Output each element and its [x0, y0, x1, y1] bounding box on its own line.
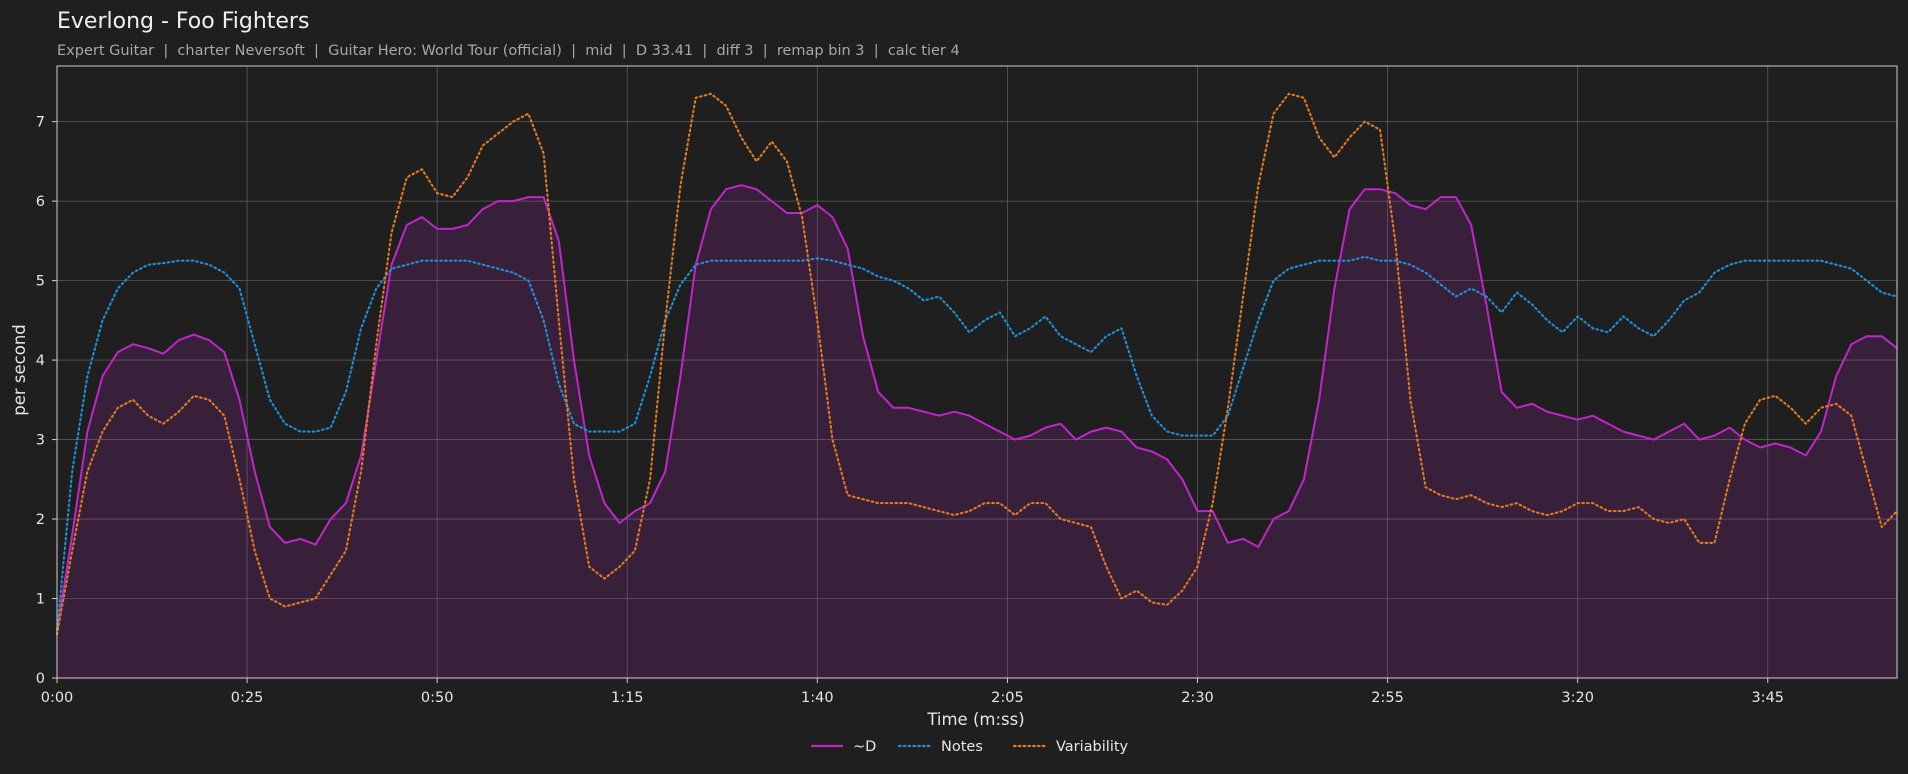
x-tick-label: 3:20 — [1561, 690, 1594, 706]
y-tick-label: 6 — [36, 194, 45, 210]
legend: ~D Notes Variability — [811, 739, 1129, 755]
y-tick-label: 4 — [36, 353, 45, 369]
legend-item-notes: Notes — [897, 739, 983, 755]
plot-frame — [56, 65, 1898, 679]
line-variability — [55, 92, 1899, 636]
y-tick-label: 7 — [36, 115, 45, 131]
x-axis: 0:00 0:25 0:50 1:15 1:40 2:05 2:30 2:55 3:20 3:45 — [41, 678, 1784, 706]
legend-item-variability: Variability — [1012, 739, 1129, 755]
y-axis-label: per second — [10, 324, 29, 416]
y-tick-label: 2 — [36, 512, 45, 528]
x-tick-label: 0:50 — [421, 690, 454, 706]
series-lines — [55, 92, 1899, 636]
legend-label: ~D — [853, 739, 876, 755]
x-tick-label: 3:45 — [1751, 690, 1784, 706]
line-d — [56, 184, 1898, 631]
x-tick-label: 2:05 — [991, 690, 1024, 706]
legend-item-d: ~D — [811, 739, 876, 755]
chart-subtitle: Expert Guitar | charter Neversoft | Guit… — [57, 43, 960, 59]
y-tick-label: 0 — [36, 671, 45, 687]
x-tick-label: 1:15 — [611, 690, 644, 706]
y-axis: 0 1 2 3 4 5 6 7 — [36, 115, 57, 687]
x-tick-label: 2:55 — [1371, 690, 1404, 706]
x-tick-label: 0:00 — [41, 690, 74, 706]
series-areas — [57, 185, 1897, 678]
y-tick-label: 3 — [36, 433, 45, 449]
x-tick-label: 1:40 — [801, 690, 834, 706]
x-tick-label: 2:30 — [1181, 690, 1214, 706]
area-d — [57, 185, 1897, 678]
legend-label: Variability — [1056, 739, 1129, 755]
chart-title: Everlong - Foo Fighters — [57, 9, 309, 34]
x-tick-label: 0:25 — [231, 690, 264, 706]
y-tick-label: 1 — [36, 592, 45, 608]
legend-label: Notes — [941, 739, 983, 755]
y-tick-label: 5 — [36, 274, 45, 290]
x-axis-label: Time (m:ss) — [926, 710, 1024, 729]
line-notes — [55, 255, 1899, 632]
